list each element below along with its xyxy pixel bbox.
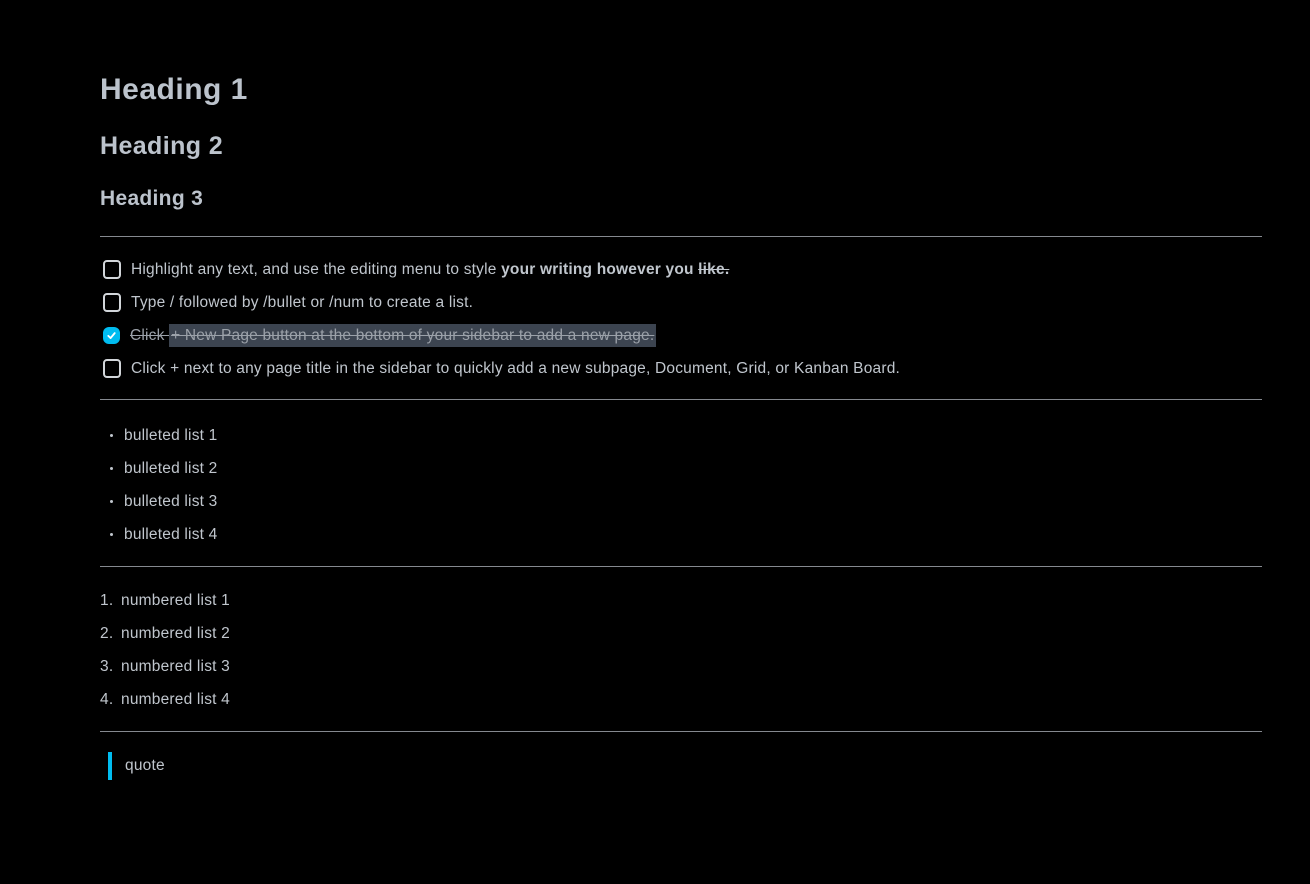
todo-item-text[interactable]: Type / followed by /bullet or /num to cr… <box>131 294 473 312</box>
todo-item-text[interactable]: Highlight any text, and use the editing … <box>131 261 729 279</box>
checkbox-unchecked-icon[interactable] <box>103 260 121 279</box>
bullet-icon <box>110 434 113 437</box>
list-item[interactable]: 2. numbered list 2 <box>100 617 1262 650</box>
heading-2[interactable]: Heading 2 <box>100 132 224 160</box>
quote-block[interactable]: quote <box>100 751 1262 781</box>
bullet-icon <box>110 500 113 503</box>
numbered-list: 1. numbered list 1 2. numbered list 2 3.… <box>100 567 1262 731</box>
list-item-text[interactable]: bulleted list 4 <box>124 525 218 543</box>
text-segment: Highlight any text, and use the editing … <box>131 260 502 278</box>
todo-item[interactable]: Highlight any text, and use the editing … <box>103 253 1262 286</box>
list-item-text[interactable]: numbered list 3 <box>121 657 230 675</box>
text-segment: like. <box>698 260 730 278</box>
list-item-number: 3. <box>100 657 114 675</box>
list-item-text[interactable]: numbered list 4 <box>121 690 230 708</box>
list-item[interactable]: bulleted list 1 <box>100 419 1262 452</box>
list-item[interactable]: 1. numbered list 1 <box>100 584 1262 617</box>
divider <box>100 236 1262 237</box>
list-item[interactable]: bulleted list 4 <box>100 518 1262 551</box>
divider <box>100 399 1262 400</box>
list-item-text[interactable]: bulleted list 1 <box>124 426 218 444</box>
text-segment: Click + next to any page title in the si… <box>131 359 901 377</box>
list-item-number: 1. <box>100 591 114 609</box>
list-item[interactable]: bulleted list 3 <box>100 485 1262 518</box>
checkbox-unchecked-icon[interactable] <box>103 293 121 312</box>
divider <box>100 566 1262 567</box>
document-editor: Heading 1 Heading 2 Heading 3 Highlight … <box>100 73 1262 781</box>
text-segment: Click <box>130 326 170 344</box>
todo-list: Highlight any text, and use the editing … <box>100 237 1262 399</box>
list-item[interactable]: bulleted list 2 <box>100 452 1262 485</box>
todo-item[interactable]: Click + next to any page title in the si… <box>103 352 1262 385</box>
list-item-text[interactable]: numbered list 1 <box>121 591 230 609</box>
todo-item-text[interactable]: Click + New Page button at the bottom of… <box>130 323 657 347</box>
todo-item[interactable]: Click + New Page button at the bottom of… <box>103 319 1262 352</box>
quote-bar <box>108 752 112 780</box>
text-segment: Type / followed by /bullet or /num to cr… <box>131 293 474 311</box>
divider <box>100 731 1262 732</box>
list-item[interactable]: 3. numbered list 3 <box>100 650 1262 683</box>
list-item-text[interactable]: numbered list 2 <box>121 624 230 642</box>
text-segment: + New Page button at the bottom of your … <box>169 323 657 347</box>
bullet-icon <box>110 467 113 470</box>
list-item[interactable]: 4. numbered list 4 <box>100 683 1262 716</box>
quote-text[interactable]: quote <box>125 757 165 774</box>
checkbox-checked-icon[interactable] <box>103 327 120 344</box>
list-item-text[interactable]: bulleted list 3 <box>124 492 218 510</box>
bulleted-list: bulleted list 1 bulleted list 2 bulleted… <box>100 400 1262 566</box>
heading-3[interactable]: Heading 3 <box>100 187 204 210</box>
list-item-text[interactable]: bulleted list 2 <box>124 459 218 477</box>
checkbox-unchecked-icon[interactable] <box>103 359 121 378</box>
text-segment: your writing however you <box>501 260 699 278</box>
heading-1[interactable]: Heading 1 <box>100 73 248 106</box>
list-item-number: 2. <box>100 624 114 642</box>
list-item-number: 4. <box>100 690 114 708</box>
todo-item-text[interactable]: Click + next to any page title in the si… <box>131 360 900 378</box>
bullet-icon <box>110 533 113 536</box>
todo-item[interactable]: Type / followed by /bullet or /num to cr… <box>103 286 1262 319</box>
